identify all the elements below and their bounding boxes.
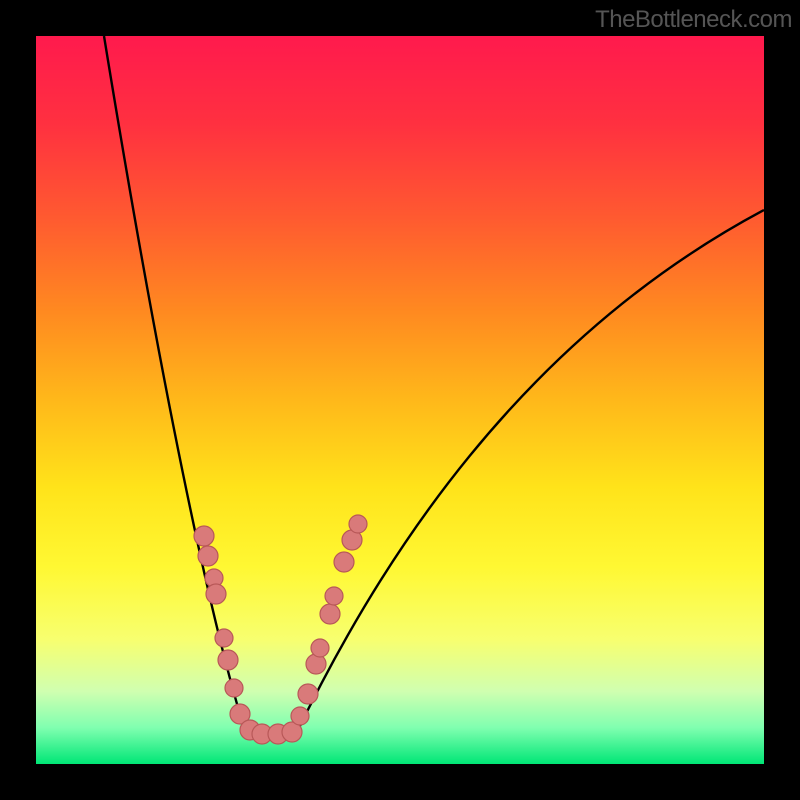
data-marker [291,707,309,725]
data-marker [334,552,354,572]
data-marker [298,684,318,704]
chart-svg [0,0,800,800]
data-marker [311,639,329,657]
watermark-text: TheBottleneck.com [595,6,792,34]
data-marker [215,629,233,647]
data-marker [325,587,343,605]
data-marker [206,584,226,604]
data-marker [218,650,238,670]
data-marker [349,515,367,533]
data-marker [198,546,218,566]
data-marker [194,526,214,546]
data-marker [225,679,243,697]
data-marker [320,604,340,624]
plot-background [36,36,764,764]
